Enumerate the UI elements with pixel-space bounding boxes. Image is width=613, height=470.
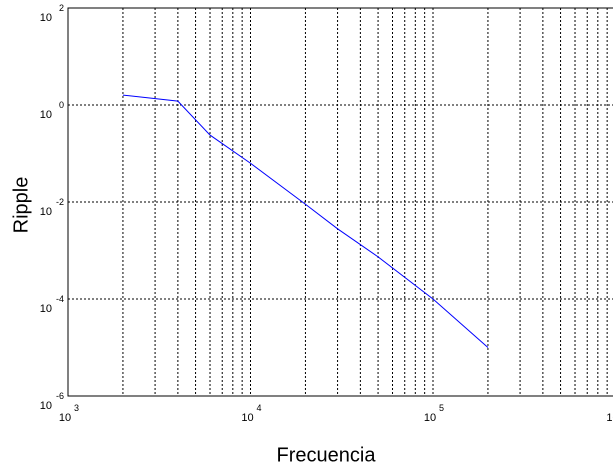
y-tick-label: 10 [40, 206, 52, 218]
x-axis-title: Frecuencia [277, 444, 377, 466]
plot-frame [67, 7, 613, 397]
y-tick-exponent: -2 [56, 197, 64, 207]
line [122, 94, 489, 348]
y-axis-title: Ripple [10, 177, 32, 234]
y-tick-label: 10 [40, 12, 52, 24]
x-tick-label: 10 [241, 412, 253, 424]
x-tick-label: 10 [606, 412, 613, 424]
y-tick-label: 10 [40, 400, 52, 412]
y-tick-exponent: -4 [56, 294, 64, 304]
y-tick-label: 10 [40, 303, 52, 315]
y-tick-exponent: -6 [56, 391, 64, 401]
x-tick-exponent: 5 [439, 403, 444, 413]
x-tick-exponent: 4 [257, 403, 262, 413]
y-tick-exponent: 0 [59, 100, 64, 110]
x-tick-label: 10 [424, 412, 436, 424]
x-tick-label: 10 [59, 412, 71, 424]
y-tick-exponent: 2 [59, 3, 64, 13]
y-tick-label: 10 [40, 109, 52, 121]
x-tick-exponent: 3 [74, 403, 79, 413]
